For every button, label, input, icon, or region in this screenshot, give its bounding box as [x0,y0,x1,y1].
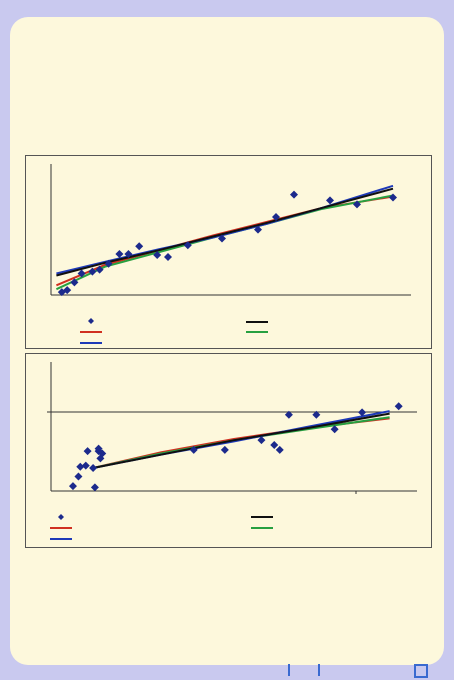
nav-menu-icon[interactable] [414,664,428,678]
data-point [164,252,172,261]
fit-line-1 [56,195,394,287]
data-point [98,449,107,458]
data-point [94,447,103,456]
data-point [74,472,83,481]
data-point [220,445,229,454]
data-point [284,410,293,419]
data-point [358,408,367,417]
data-point [115,250,124,259]
fit-line-4 [92,412,390,469]
nav-prev-icon[interactable] [288,664,290,676]
data-point [312,410,321,419]
data-point [257,436,266,445]
fit-line-2 [55,194,394,291]
data-point [218,234,226,243]
data-point [95,265,104,274]
nav-next-icon[interactable] [318,664,320,676]
data-point [104,259,113,268]
data-point [254,225,262,234]
data-point [70,278,79,287]
data-point [81,461,90,470]
data-point [270,441,279,450]
fit-line-1 [92,417,390,469]
data-point [68,482,77,491]
data-point [330,425,339,434]
data-point [183,241,192,250]
data-point [326,196,334,205]
data-point [153,251,162,260]
data-point [90,483,99,492]
fit-line-3 [56,184,394,275]
data-point [189,445,198,454]
data-point [76,462,85,471]
data-point [389,193,397,202]
legend-marker [58,514,64,520]
data-point [275,445,284,454]
data-point [83,447,92,456]
data-point [124,250,133,259]
fit-line-4 [56,187,394,277]
chart-top [50,164,411,344]
legend-marker [88,318,94,324]
data-point [77,269,86,278]
data-point [353,200,361,209]
data-point [89,464,98,473]
data-point [290,190,298,199]
data-point [88,267,97,276]
data-point [394,402,403,411]
data-point [135,242,144,251]
data-point [272,213,280,221]
chart-panel-top [25,155,432,349]
chart-bottom [47,362,417,540]
fit-line-2 [92,416,390,469]
chart-panel-bottom [25,353,432,548]
